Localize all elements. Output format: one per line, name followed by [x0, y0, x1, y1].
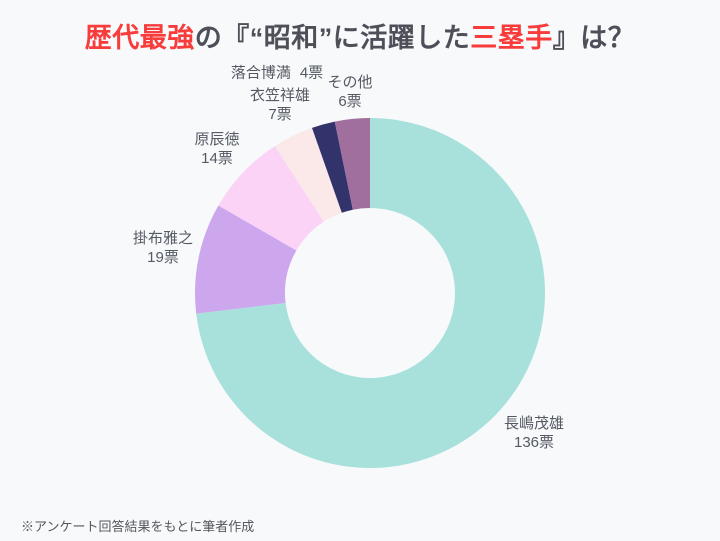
slice-votes: 6票 — [338, 93, 362, 110]
slice-label-nagashima: 長嶋茂雄 136票 — [504, 414, 564, 452]
slice-name: 原辰徳 — [194, 131, 240, 148]
source-note: ※アンケート回答結果をもとに筆者作成 — [21, 519, 255, 534]
slice-name: 落合博満 — [230, 64, 291, 82]
slice-votes: 7票 — [268, 106, 292, 123]
slice-label-kakefu: 掛布雅之 19票 — [133, 229, 193, 267]
slice-votes: 19票 — [147, 249, 179, 266]
slice-name: 掛布雅之 — [132, 230, 194, 247]
slice-label-ochiai: 落合博満 4票 — [231, 64, 323, 83]
pie-slice-1 — [195, 205, 297, 314]
slice-votes: 14票 — [201, 150, 233, 167]
title-text-2: 』は？ — [552, 23, 636, 53]
slice-label-hara: 原辰徳 14票 — [194, 130, 239, 168]
pie-slice-3 — [274, 127, 342, 222]
slice-votes: 136票 — [513, 434, 555, 451]
page-title: 歴代最強の『“昭和”に活躍した三塁手』は？ — [0, 16, 720, 55]
slice-name: 衣笠祥雄 — [249, 87, 311, 104]
slice-name: その他 — [327, 74, 373, 91]
pie-slice-4 — [312, 121, 353, 213]
pie-slice-5 — [334, 118, 370, 210]
title-accent-2: 三塁手 — [470, 23, 553, 53]
title-text-1: の『“昭和”に活躍した — [194, 23, 471, 53]
slice-label-other: その他 6票 — [327, 73, 372, 111]
slice-label-kinugasa: 衣笠祥雄 7票 — [250, 86, 310, 124]
slice-name: 長嶋茂雄 — [503, 415, 565, 432]
pie-slice-0 — [196, 118, 545, 468]
title-accent-1: 歴代最強 — [84, 23, 195, 53]
slice-votes: 4票 — [299, 64, 324, 82]
pie-slice-2 — [218, 146, 324, 251]
